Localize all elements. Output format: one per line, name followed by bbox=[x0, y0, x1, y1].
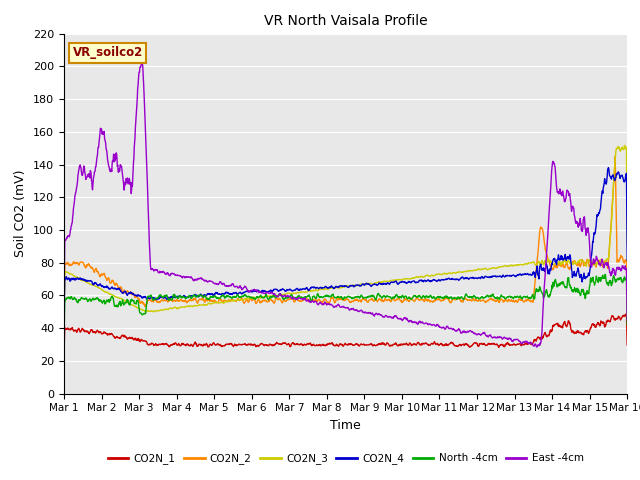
Title: VR North Vaisala Profile: VR North Vaisala Profile bbox=[264, 14, 428, 28]
Legend: CO2N_1, CO2N_2, CO2N_3, CO2N_4, North -4cm, East -4cm: CO2N_1, CO2N_2, CO2N_3, CO2N_4, North -4… bbox=[103, 449, 588, 468]
Y-axis label: Soil CO2 (mV): Soil CO2 (mV) bbox=[15, 170, 28, 257]
X-axis label: Time: Time bbox=[330, 419, 361, 432]
Text: VR_soilco2: VR_soilco2 bbox=[72, 46, 143, 59]
